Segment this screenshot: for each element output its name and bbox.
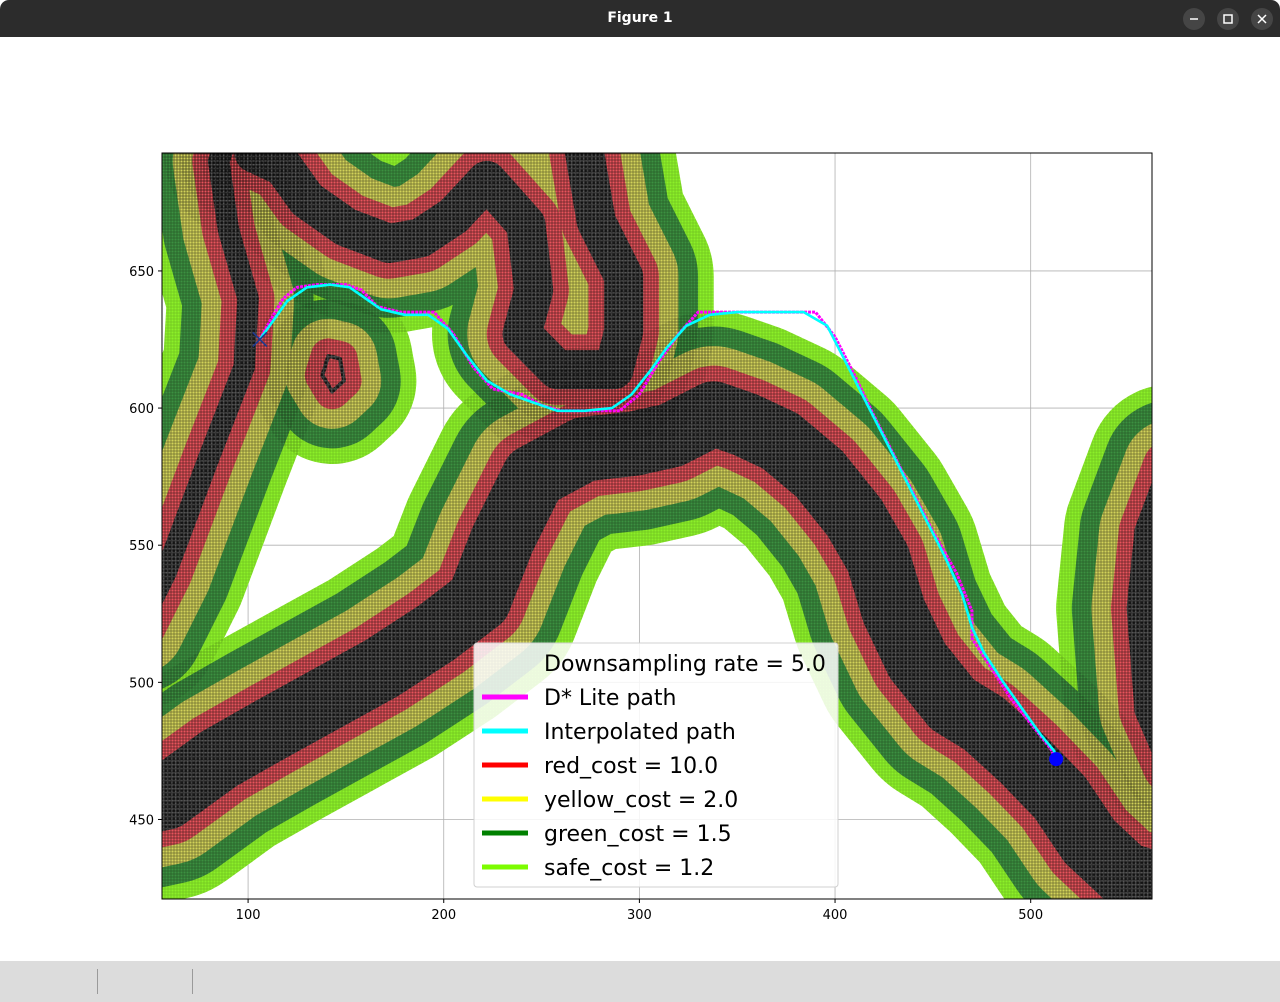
cost-zones-hatch <box>162 153 1152 899</box>
y-tick-label: 500 <box>129 676 154 691</box>
plot-frame <box>161 152 1153 900</box>
maximize-button[interactable] <box>1217 8 1239 30</box>
toolbar-separator <box>192 969 193 994</box>
markers <box>252 331 1064 767</box>
window-titlebar: Figure 1 <box>0 0 1280 37</box>
y-tick-label: 550 <box>129 539 154 554</box>
y-tick-label: 650 <box>129 265 154 280</box>
chart-svg: 100 200 300 400 500 450 500 550 600 650 Downsamp… <box>129 152 1153 923</box>
zone-hatch-red-main-lower-landmass <box>162 365 1152 899</box>
legend: Downsampling rate = 5.0 D* Lite path Inter… <box>473 642 839 888</box>
zone-hatch-red-island <box>304 338 362 410</box>
bottom-toolbar <box>0 961 1280 1002</box>
maximize-icon <box>1223 14 1233 24</box>
goal-marker <box>1049 752 1064 767</box>
close-icon <box>1257 14 1267 24</box>
series-line-interpolated-path <box>258 283 1058 760</box>
x-tick-label: 500 <box>1018 908 1043 923</box>
minimize-button[interactable] <box>1183 8 1205 30</box>
legend-label: Interpolated path <box>544 720 736 745</box>
x-tick-label: 400 <box>823 908 848 923</box>
x-axis: 100 200 300 400 500 <box>236 899 1043 923</box>
legend-label: safe_cost = 1.2 <box>544 856 714 881</box>
legend-label: Downsampling rate = 5.0 <box>544 652 826 677</box>
zone-hatch-red-right-coast <box>1110 446 1152 787</box>
minimize-icon <box>1190 18 1198 20</box>
y-tick-label: 600 <box>129 402 154 417</box>
toolbar-separator <box>97 969 98 994</box>
y-tick-label: 450 <box>129 813 154 828</box>
x-tick-label: 100 <box>236 908 261 923</box>
y-axis: 450 500 550 600 650 <box>129 265 162 828</box>
window-title: Figure 1 <box>607 10 673 26</box>
close-button[interactable] <box>1251 8 1273 30</box>
figure-canvas: 100 200 300 400 500 450 500 550 600 650 Downsamp… <box>0 37 1280 961</box>
path-series <box>258 283 1058 760</box>
legend-box <box>473 642 839 888</box>
zone-hatch-red-upper-landmass <box>218 153 659 405</box>
zone-hatch-red-left-coast <box>162 153 275 640</box>
legend-label: red_cost = 10.0 <box>544 754 718 779</box>
legend-label: yellow_cost = 2.0 <box>544 788 738 813</box>
legend-label: D* Lite path <box>544 686 676 711</box>
x-tick-label: 300 <box>627 908 652 923</box>
series-line-d-lite-path <box>258 283 1058 760</box>
legend-label: green_cost = 1.5 <box>544 822 732 847</box>
x-tick-label: 200 <box>431 908 456 923</box>
start-marker <box>252 331 268 348</box>
